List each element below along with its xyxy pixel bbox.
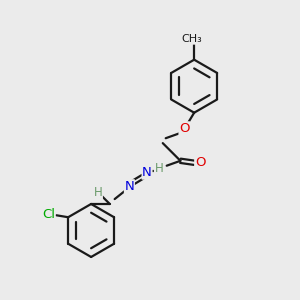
Text: Cl: Cl bbox=[42, 208, 55, 221]
Text: N: N bbox=[124, 180, 134, 193]
Text: O: O bbox=[195, 156, 205, 169]
Text: H: H bbox=[94, 186, 102, 199]
Text: N: N bbox=[142, 166, 152, 179]
Text: O: O bbox=[179, 122, 190, 135]
Text: CH₃: CH₃ bbox=[182, 34, 202, 44]
Text: H: H bbox=[154, 162, 163, 175]
